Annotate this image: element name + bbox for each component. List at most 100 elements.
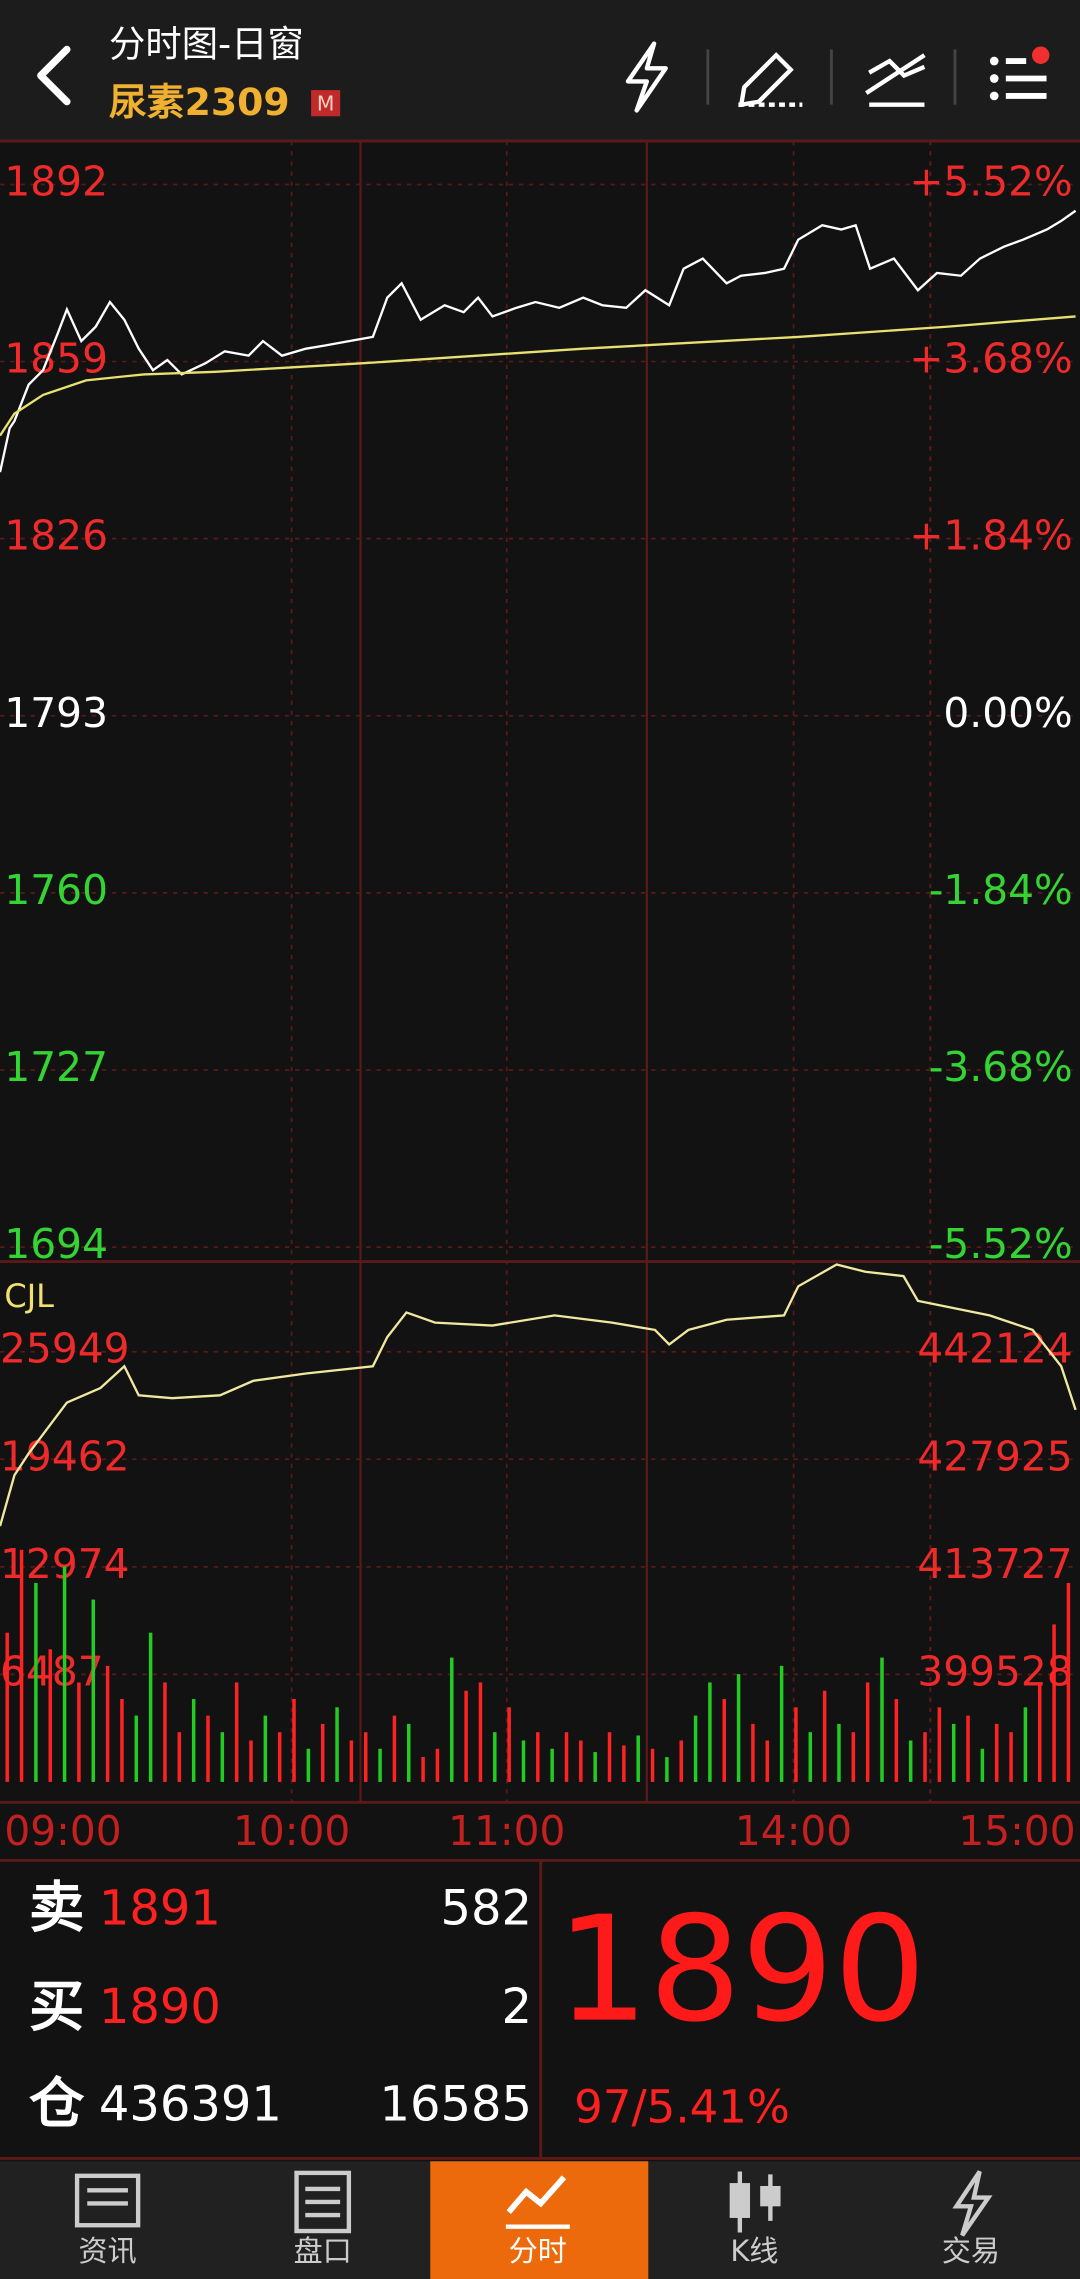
tab-icon bbox=[760, 2185, 781, 2207]
x-tick-label: 09:00 bbox=[4, 1807, 121, 1855]
draw-icon[interactable] bbox=[738, 52, 794, 108]
volume-bar bbox=[105, 1665, 110, 1782]
position-label: 仓 bbox=[29, 2073, 85, 2137]
volume-bar bbox=[650, 1748, 655, 1782]
volume-bar bbox=[851, 1732, 856, 1782]
y2-tick-label: 427925 bbox=[917, 1432, 1072, 1480]
volume-bar bbox=[622, 1745, 626, 1782]
tab[interactable]: 盘口 bbox=[294, 2170, 352, 2268]
volume-bar bbox=[77, 1682, 81, 1782]
y2-tick-label: 399528 bbox=[917, 1647, 1072, 1695]
line bbox=[0, 1263, 1077, 1527]
price-change: 97/5.41% bbox=[574, 2080, 790, 2133]
volume-bar bbox=[5, 1632, 9, 1782]
page-title: 分时图-日窗 bbox=[109, 23, 304, 66]
volume-bar bbox=[19, 1549, 24, 1782]
buy-price: 1890 bbox=[99, 1979, 221, 2035]
volume-bar bbox=[1052, 1624, 1056, 1782]
x-tick-label: 11:00 bbox=[448, 1807, 565, 1855]
last-price: 1890 bbox=[556, 1886, 926, 2055]
volume-bar bbox=[407, 1723, 411, 1782]
flash-icon[interactable] bbox=[625, 41, 668, 113]
volume-bar bbox=[148, 1632, 153, 1782]
volume-bar bbox=[507, 1707, 511, 1782]
volume-bar bbox=[320, 1723, 325, 1782]
sell-volume: 582 bbox=[440, 1880, 532, 1936]
x-tick-label: 15:00 bbox=[958, 1807, 1075, 1855]
tab[interactable]: 交易 bbox=[942, 2170, 1000, 2268]
volume-bar bbox=[163, 1682, 167, 1782]
volume-bar bbox=[220, 1732, 225, 1782]
volume-bar bbox=[908, 1740, 913, 1782]
buy-volume: 2 bbox=[501, 1979, 532, 2035]
volume-bar bbox=[736, 1674, 741, 1782]
tab-label: 交易 bbox=[942, 2234, 1000, 2268]
back-button[interactable] bbox=[37, 45, 71, 106]
y-tick-label: 1694 bbox=[4, 1220, 108, 1268]
menu-icon[interactable] bbox=[989, 46, 1050, 101]
volume-bar bbox=[808, 1732, 813, 1782]
line bbox=[0, 209, 1077, 473]
indicator-icon[interactable] bbox=[865, 53, 926, 107]
y-tick-label: 1892 bbox=[4, 157, 108, 205]
y-tick-label: 1760 bbox=[4, 866, 108, 914]
badge: M bbox=[317, 92, 335, 116]
volume-bar bbox=[693, 1715, 698, 1782]
volume-bar bbox=[679, 1740, 683, 1782]
volume-bar bbox=[249, 1740, 253, 1782]
volume-bar bbox=[894, 1699, 899, 1782]
tab-icon bbox=[952, 2170, 993, 2237]
y2-tick-label: -3.68% bbox=[929, 1043, 1073, 1091]
volume-bar bbox=[392, 1715, 397, 1782]
volume-bar bbox=[277, 1732, 282, 1782]
y2-tick-label: +3.68% bbox=[909, 335, 1072, 383]
tab[interactable]: K线 bbox=[729, 2171, 781, 2268]
volume-bar bbox=[593, 1752, 597, 1782]
x-tick-label: 10:00 bbox=[233, 1807, 350, 1855]
volume-bar bbox=[120, 1699, 124, 1782]
tab-label: 资讯 bbox=[79, 2234, 137, 2268]
y2-tick-label: -1.84% bbox=[929, 866, 1073, 914]
volume-bar bbox=[636, 1735, 640, 1782]
line bbox=[0, 315, 1076, 437]
volume-bar bbox=[134, 1715, 139, 1782]
badge-bg bbox=[311, 90, 341, 117]
volume-bar bbox=[779, 1665, 784, 1782]
tab[interactable]: 资讯 bbox=[74, 2173, 141, 2268]
tab-label: K线 bbox=[730, 2234, 778, 2268]
tab-icon bbox=[294, 2170, 352, 2234]
tab-icon bbox=[729, 2183, 751, 2218]
volume-bar bbox=[450, 1657, 454, 1782]
volume-bar bbox=[607, 1732, 612, 1782]
volume-bar bbox=[722, 1699, 726, 1782]
panel-title: CJL bbox=[4, 1277, 54, 1315]
volume-bar bbox=[421, 1757, 425, 1782]
tab[interactable]: 分时 bbox=[505, 2175, 570, 2268]
active-tab-bg bbox=[430, 2161, 649, 2279]
volume-bar bbox=[980, 1748, 985, 1782]
y-tick-label: 25949 bbox=[0, 1325, 129, 1373]
volume-bar bbox=[951, 1723, 956, 1782]
volume-bar bbox=[521, 1740, 526, 1782]
volume-bar bbox=[464, 1690, 468, 1782]
y2-tick-label: -5.52% bbox=[929, 1220, 1073, 1268]
volume-bar bbox=[1009, 1732, 1013, 1782]
y2-tick-label: 442124 bbox=[917, 1325, 1072, 1373]
menu-dot bbox=[989, 91, 999, 101]
volume-bar bbox=[1023, 1707, 1028, 1782]
volume-bar bbox=[335, 1707, 339, 1782]
volume-bar bbox=[292, 1699, 296, 1782]
menu-dot bbox=[989, 74, 999, 83]
y-tick-label: 1793 bbox=[4, 689, 108, 737]
sell-label: 卖 bbox=[29, 1876, 84, 1940]
x-tick-label: 14:00 bbox=[735, 1807, 852, 1855]
volume-bar bbox=[751, 1723, 755, 1782]
volume-bar bbox=[263, 1715, 268, 1782]
volume-bar bbox=[191, 1699, 196, 1782]
volume-bar bbox=[1066, 1582, 1071, 1782]
tab-icon bbox=[74, 2173, 141, 2228]
volume-bar bbox=[880, 1657, 884, 1782]
volume-bar bbox=[822, 1690, 827, 1782]
